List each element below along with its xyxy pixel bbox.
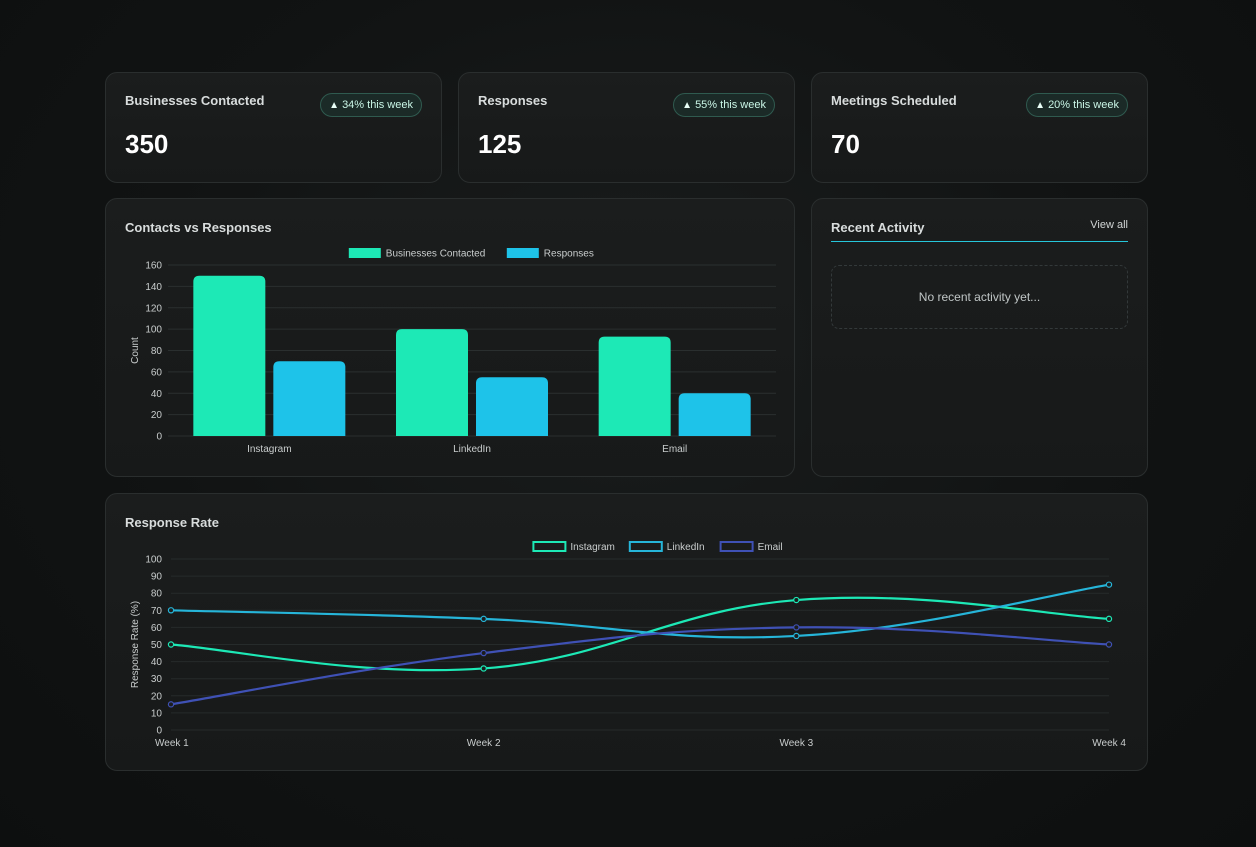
data-point	[167, 701, 175, 708]
contacts-vs-responses-card: Contacts vs Responses 0 20 40 60 80 100 120 140…	[105, 198, 795, 477]
y-tick-label: 10	[151, 708, 163, 719]
card-title: Recent Activity	[831, 220, 925, 235]
y-tick-label: 80	[151, 589, 163, 600]
data-point	[1105, 641, 1113, 648]
empty-activity-placeholder: No recent activity yet...	[831, 265, 1128, 329]
stat-card-responses: Responses ▲ 55% this week 125	[458, 72, 795, 183]
trend-badge-label: 20% this week	[1048, 99, 1119, 111]
stat-card-meetings-scheduled: Meetings Scheduled ▲ 20% this week 70	[811, 72, 1148, 183]
y-tick-label: 40	[151, 657, 163, 668]
y-tick-label: 0	[156, 726, 162, 737]
line-chart: 0 10 20 30 40 50 60 70 80 90 100 Response Rate (%) W…	[130, 541, 1126, 749]
x-tick-label: Week 4	[1092, 738, 1126, 749]
bar	[273, 361, 346, 436]
bar	[598, 336, 671, 436]
trend-up-icon: ▲	[682, 99, 693, 111]
y-tick-label: 60	[151, 367, 163, 378]
legend-label: Responses	[544, 249, 594, 260]
bar	[476, 377, 548, 436]
y-tick-label: 90	[151, 572, 163, 583]
stat-value: 125	[478, 129, 522, 159]
y-tick-label: 70	[151, 606, 163, 617]
trend-up-icon: ▲	[329, 99, 340, 111]
bar-chart: 0 20 40 60 80 100 120 140 160 Count Instagram Linke…	[130, 248, 776, 455]
bar	[396, 329, 468, 436]
trend-badge: ▲ 34% this week	[320, 93, 422, 117]
y-tick-label: 160	[145, 261, 162, 272]
data-point	[1105, 581, 1113, 588]
y-tick-label: 40	[151, 389, 163, 400]
divider	[831, 241, 1128, 242]
x-tick-label: Week 1	[155, 738, 189, 749]
stat-value: 350	[125, 129, 169, 159]
legend-swatch	[506, 248, 539, 258]
series-line	[170, 583, 1110, 639]
x-tick-label: Week 3	[779, 738, 813, 749]
legend-label: LinkedIn	[667, 542, 705, 553]
y-tick-label: 30	[151, 674, 163, 685]
trend-badge-label: 55% this week	[695, 99, 766, 111]
y-tick-label: 100	[145, 555, 162, 566]
view-all-link[interactable]: View all	[1090, 219, 1128, 231]
legend-swatch	[532, 541, 567, 552]
data-point	[480, 665, 487, 672]
y-tick-label: 50	[151, 640, 163, 651]
x-tick-label: Instagram	[247, 444, 291, 455]
y-tick-label: 80	[151, 346, 163, 357]
card-title: Response Rate	[125, 515, 219, 530]
data-point	[793, 624, 800, 631]
x-tick-label: Email	[662, 444, 687, 455]
y-axis-label: Response Rate (%)	[130, 601, 141, 688]
legend-swatch	[628, 541, 663, 552]
trend-badge: ▲ 55% this week	[673, 93, 775, 117]
trend-up-icon: ▲	[1035, 99, 1046, 111]
data-point	[480, 615, 487, 623]
data-point	[167, 607, 175, 614]
empty-activity-text: No recent activity yet...	[918, 290, 1041, 304]
data-point	[1105, 615, 1113, 623]
series-line	[170, 626, 1110, 706]
stat-title: Meetings Scheduled	[831, 93, 957, 108]
trend-badge: ▲ 20% this week	[1026, 93, 1128, 117]
legend-swatch	[348, 248, 381, 258]
y-tick-label: 60	[151, 623, 163, 634]
response-rate-card: Response Rate 0 10 20 30 40 50 60 70 80 90 100 Resp…	[105, 493, 1148, 771]
data-point	[793, 632, 800, 640]
stat-title: Responses	[478, 93, 548, 108]
data-point	[480, 649, 487, 657]
x-tick-label: Week 2	[467, 738, 501, 749]
stat-value: 70	[831, 129, 860, 159]
y-tick-label: 140	[145, 282, 162, 293]
stat-card-businesses-contacted: Businesses Contacted ▲ 34% this week 350	[105, 72, 442, 183]
legend-label: Email	[758, 542, 783, 553]
y-tick-label: 100	[145, 325, 162, 336]
data-point	[167, 641, 175, 648]
data-point	[793, 596, 800, 604]
stat-title: Businesses Contacted	[125, 93, 265, 108]
bar	[193, 275, 266, 436]
legend-swatch	[719, 541, 754, 552]
x-tick-label: LinkedIn	[453, 444, 491, 455]
legend-label: Businesses Contacted	[386, 249, 486, 260]
trend-badge-label: 34% this week	[342, 99, 413, 111]
y-axis-label: Count	[130, 337, 141, 364]
recent-activity-card: Recent Activity View all No recent activ…	[811, 198, 1148, 477]
y-tick-label: 20	[151, 691, 163, 702]
bar	[678, 393, 751, 436]
y-tick-label: 120	[145, 303, 162, 314]
y-tick-label: 20	[151, 410, 163, 421]
legend-label: Instagram	[570, 542, 614, 553]
y-tick-label: 0	[156, 432, 162, 443]
card-title: Contacts vs Responses	[125, 220, 272, 235]
